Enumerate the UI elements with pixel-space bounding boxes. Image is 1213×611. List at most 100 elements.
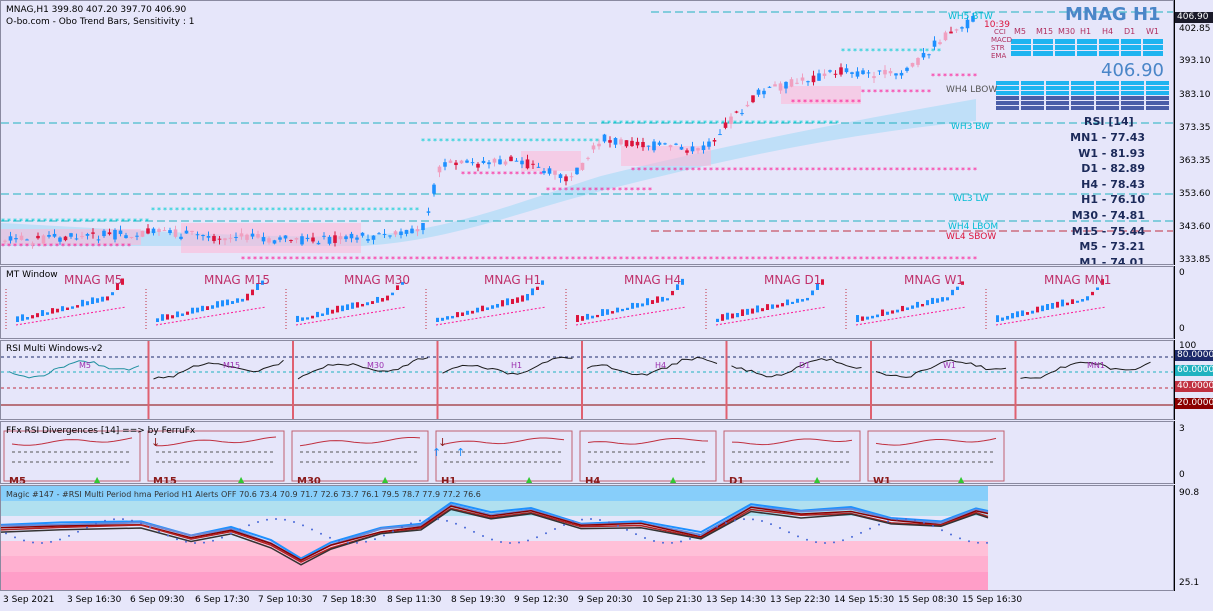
rsi-window-label: D1 xyxy=(799,361,811,370)
signal-star: * xyxy=(739,166,743,175)
signal-star: * xyxy=(751,166,755,175)
signal-star: * xyxy=(373,206,377,215)
signal-star: * xyxy=(61,217,65,226)
mt-candle xyxy=(621,308,624,312)
mt-candle xyxy=(901,305,904,312)
signal-star: * xyxy=(847,166,851,175)
signal-star: * xyxy=(577,137,581,146)
main-chart-panel[interactable]: * * * * * * * * * * * * * * * * * * * * * * * * * * * * * * * * * * * * * * * *… xyxy=(0,0,1174,265)
magic-dot xyxy=(770,523,772,526)
candle-body xyxy=(421,222,425,231)
signal-cell xyxy=(1146,96,1169,100)
mt-candle xyxy=(401,282,404,285)
candle-body xyxy=(707,141,711,147)
signal-star: * xyxy=(379,206,383,215)
signal-star: * xyxy=(636,186,640,195)
mt-candle xyxy=(796,298,799,303)
candle-body xyxy=(602,134,607,142)
mt-window-panel[interactable]: MT Window MNAG M5 MNAG M15 MNAG M30 MNAG H1… xyxy=(0,266,1174,339)
mt-candle xyxy=(1056,301,1059,308)
candle-body xyxy=(619,139,623,145)
mt-candle xyxy=(61,306,64,312)
price-tick: 333.85 xyxy=(1179,255,1211,265)
candle-body xyxy=(641,141,645,148)
mt-candle xyxy=(716,318,719,322)
time-label: 3 Sep 16:30 xyxy=(67,595,122,605)
arrow-up-icon: ↑ xyxy=(456,446,465,459)
magic-rsi-line xyxy=(1,501,989,560)
signal-star: * xyxy=(919,166,923,175)
magic-dot xyxy=(815,541,817,544)
candle-body xyxy=(52,233,57,237)
rsi-window-label: M5 xyxy=(79,361,91,370)
mt-candle xyxy=(1081,299,1084,302)
mt-candle xyxy=(936,298,939,303)
signal-star: * xyxy=(403,206,407,215)
mt-candle xyxy=(776,304,779,308)
signal-star: * xyxy=(552,186,556,195)
signal-star: * xyxy=(861,88,865,97)
rsi-multi-chart xyxy=(1,341,1173,419)
signal-cell xyxy=(1121,51,1141,56)
price-tick: 402.85 xyxy=(1179,24,1211,34)
signal-star: * xyxy=(85,217,89,226)
rsi-multi-panel[interactable]: RSI Multi Windows-v2 M5 M15 M30 H1 H4 D1 W1 MN1 xyxy=(0,340,1174,420)
div-axis-bottom: 0 xyxy=(1179,470,1185,480)
signal-star: * xyxy=(503,170,507,179)
candle-body xyxy=(80,236,84,238)
divergence-window-label: D1 xyxy=(729,476,745,484)
signal-star: * xyxy=(763,119,767,128)
signal-star: * xyxy=(241,206,245,215)
candle-body xyxy=(817,73,821,81)
mt-candle xyxy=(366,302,369,306)
mt-candle xyxy=(751,308,754,314)
candle-body xyxy=(575,167,579,175)
signal-star: * xyxy=(289,206,293,215)
signal-star: * xyxy=(733,119,737,128)
signal-star: * xyxy=(445,137,449,146)
signal-star: * xyxy=(397,206,401,215)
magic-dot xyxy=(59,538,61,541)
mt-candle xyxy=(1001,317,1004,321)
magic-rsi-panel[interactable]: Magic #147 - #RSI Multi Period hma Perio… xyxy=(0,485,1174,591)
divergence-panel[interactable]: ▲ ▲ ▲ ▲ ▲ ▲ ▲ ↓ ↓ ↑ ↑ FFx RSI Divergences [14] ==>… xyxy=(0,421,1174,484)
signal-star: * xyxy=(499,137,503,146)
signal-star: * xyxy=(43,217,47,226)
price-chart[interactable]: * * * * * * * * * * * * * * * * * * * * * * * * * * * * * * * * * * * * * * * *… xyxy=(1,1,1174,265)
candle-body xyxy=(25,239,29,241)
signal-star: * xyxy=(913,255,917,264)
mt-candle xyxy=(856,315,859,322)
magic-dot xyxy=(950,533,952,536)
signal-star: * xyxy=(787,255,791,264)
signal-star: * xyxy=(391,206,395,215)
signal-star: * xyxy=(787,119,791,128)
magic-dot xyxy=(392,530,394,533)
signal-star: * xyxy=(931,255,935,264)
rsi-line xyxy=(1020,361,1151,379)
rsi-line xyxy=(586,356,718,376)
mt-candle xyxy=(961,281,964,285)
magic-dot xyxy=(914,519,916,522)
signal-star: * xyxy=(829,166,833,175)
signal-star: * xyxy=(961,255,965,264)
candle-body xyxy=(129,236,134,239)
mt-candle xyxy=(1031,310,1034,314)
mt-candle xyxy=(501,300,504,307)
mt-candle xyxy=(491,305,494,309)
candle-body xyxy=(872,76,876,79)
mt-candle xyxy=(46,312,49,315)
magic-dot xyxy=(356,541,358,544)
mt-candle xyxy=(1006,315,1009,320)
candle-body xyxy=(382,233,387,235)
signal-star: * xyxy=(533,170,537,179)
signal-star: * xyxy=(491,170,495,179)
signal-star: * xyxy=(601,255,605,264)
signal-star: * xyxy=(775,119,779,128)
rsi-multi-axis: 100 80.0000 60.0000 40.0000 20.0000 xyxy=(1174,340,1213,420)
signal-star: * xyxy=(901,47,905,56)
magic-dot xyxy=(932,525,934,528)
signal-cell xyxy=(1121,39,1141,44)
signal-star: * xyxy=(193,206,197,215)
time-label: 8 Sep 11:30 xyxy=(387,595,442,605)
signal-row-cci: CCI xyxy=(994,28,1006,36)
